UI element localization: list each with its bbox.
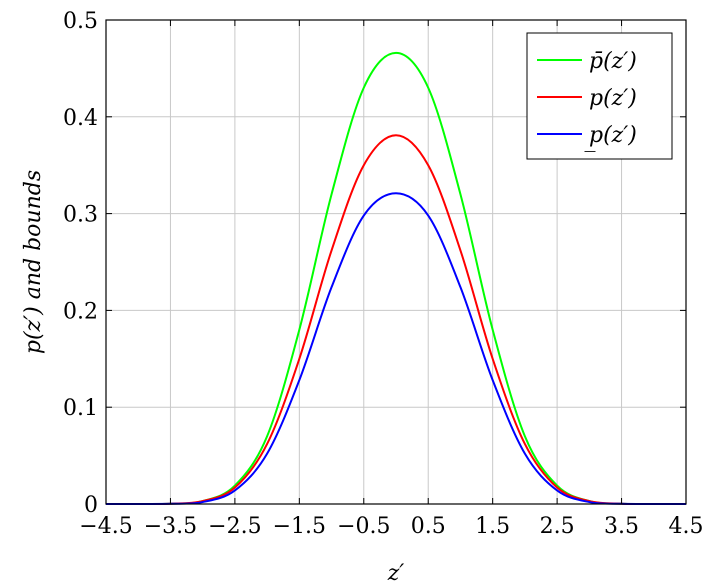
x-tick-label: −1.5 bbox=[273, 514, 326, 539]
plot-frame bbox=[105, 19, 687, 505]
x-tick-label: 1.5 bbox=[475, 514, 510, 539]
legend-label-2: p̲(z′) bbox=[584, 123, 636, 152]
x-axis-label: z′ bbox=[387, 561, 405, 586]
legend-label-1: p(z′) bbox=[589, 86, 637, 111]
y-axis-label: p(z′) and bounds bbox=[21, 170, 46, 354]
x-tick-label: 2.5 bbox=[540, 514, 575, 539]
y-tick-label: 0.5 bbox=[63, 9, 98, 34]
x-tick-label: −3.5 bbox=[144, 514, 197, 539]
x-tick-label: 3.5 bbox=[604, 514, 639, 539]
curves bbox=[105, 51, 687, 506]
series-line-1 bbox=[105, 134, 687, 506]
series-line-2 bbox=[105, 192, 687, 506]
y-tick-label: 0 bbox=[84, 493, 98, 518]
x-tick-label: −2.5 bbox=[208, 514, 261, 539]
y-tick-label: 0.2 bbox=[63, 299, 98, 324]
y-tick-label: 0.1 bbox=[63, 396, 98, 421]
x-tick-label: 4.5 bbox=[669, 514, 704, 539]
x-tick-label: 0.5 bbox=[411, 514, 446, 539]
x-tick-label: −4.5 bbox=[79, 514, 132, 539]
y-ticks: 0 0.1 0.2 0.3 0.4 0.5 bbox=[63, 9, 686, 518]
legend: p̄(z′) p(z′) p̲(z′) bbox=[526, 32, 673, 160]
x-tick-label: −0.5 bbox=[337, 514, 390, 539]
legend-label-0: p̄(z′) bbox=[589, 49, 637, 74]
x-ticks: −4.5 −3.5 −2.5 −1.5 −0.5 0.5 1.5 2.5 3.5 4.5 bbox=[79, 20, 704, 539]
y-tick-label: 0.3 bbox=[63, 203, 98, 228]
y-tick-label: 0.4 bbox=[63, 106, 98, 131]
